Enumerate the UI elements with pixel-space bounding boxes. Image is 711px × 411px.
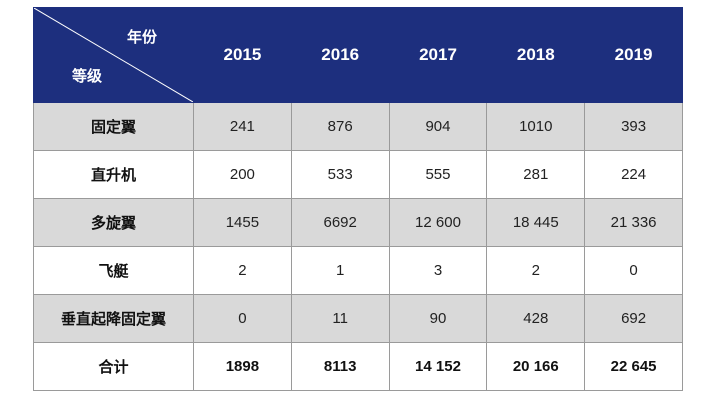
header-row: 年份 等级 2015 2016 2017 2018 2019 <box>33 7 683 103</box>
table-row: 固定翼 241 876 904 1010 393 <box>33 102 683 151</box>
table-row: 直升机 200 533 555 281 224 <box>33 150 683 199</box>
table-cell: 6692 <box>290 198 390 247</box>
table-cell: 555 <box>388 150 488 199</box>
row-label: 多旋翼 <box>33 198 194 247</box>
table-cell: 428 <box>486 294 586 343</box>
total-cell: 1898 <box>193 342 292 391</box>
table-cell: 224 <box>584 150 683 199</box>
diagonal-divider <box>34 8 193 102</box>
table-cell: 11 <box>290 294 390 343</box>
table-cell: 1010 <box>486 102 586 151</box>
row-label: 合计 <box>33 342 194 391</box>
table-cell: 90 <box>388 294 488 343</box>
table-row: 飞艇 2 1 3 2 0 <box>33 246 683 295</box>
year-header: 2018 <box>486 7 586 103</box>
table-cell: 1455 <box>193 198 292 247</box>
total-cell: 22 645 <box>584 342 683 391</box>
total-cell: 8113 <box>290 342 390 391</box>
table-cell: 393 <box>584 102 683 151</box>
table-row: 多旋翼 1455 6692 12 600 18 445 21 336 <box>33 198 683 247</box>
table-cell: 21 336 <box>584 198 683 247</box>
table-cell: 692 <box>584 294 683 343</box>
row-label: 垂直起降固定翼 <box>33 294 194 343</box>
table-cell: 241 <box>193 102 292 151</box>
table-cell: 0 <box>584 246 683 295</box>
table-cell: 2 <box>193 246 292 295</box>
year-header: 2017 <box>388 7 488 103</box>
table-cell: 12 600 <box>388 198 488 247</box>
table-cell: 533 <box>290 150 390 199</box>
year-header: 2019 <box>584 7 683 103</box>
corner-header: 年份 等级 <box>33 7 194 103</box>
table-cell: 200 <box>193 150 292 199</box>
data-table: 年份 等级 2015 2016 2017 2018 2019 固定翼 241 8… <box>33 7 683 391</box>
total-cell: 20 166 <box>486 342 586 391</box>
row-label: 飞艇 <box>33 246 194 295</box>
total-cell: 14 152 <box>388 342 488 391</box>
table-cell: 1 <box>290 246 390 295</box>
year-header: 2016 <box>290 7 390 103</box>
corner-year-label: 年份 <box>126 29 157 46</box>
table-cell: 3 <box>388 246 488 295</box>
data-table-container: 年份 等级 2015 2016 2017 2018 2019 固定翼 241 8… <box>33 7 683 391</box>
table-cell: 0 <box>193 294 292 343</box>
table-cell: 904 <box>388 102 488 151</box>
row-label: 直升机 <box>33 150 194 199</box>
table-cell: 876 <box>290 102 390 151</box>
table-cell: 18 445 <box>486 198 586 247</box>
total-row: 合计 1898 8113 14 152 20 166 22 645 <box>33 342 683 391</box>
year-header: 2015 <box>193 7 292 103</box>
row-label: 固定翼 <box>33 102 194 151</box>
table-cell: 281 <box>486 150 586 199</box>
table-row: 垂直起降固定翼 0 11 90 428 692 <box>33 294 683 343</box>
table-cell: 2 <box>486 246 586 295</box>
corner-grade-label: 等级 <box>72 68 103 85</box>
